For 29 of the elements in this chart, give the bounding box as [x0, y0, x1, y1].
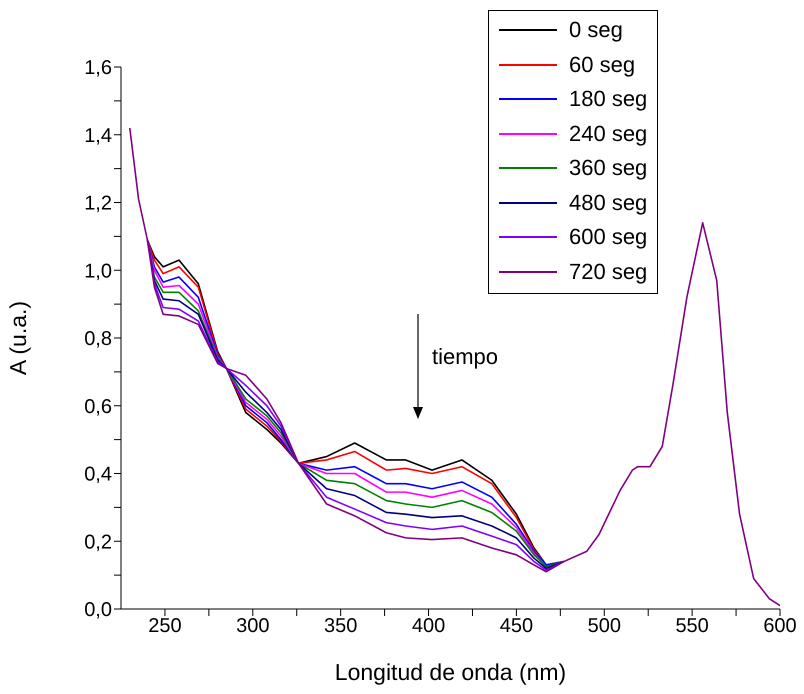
y-tick-label: 1,2: [84, 192, 112, 215]
annotation: tiempo: [432, 344, 498, 370]
x-tick-label: 600: [763, 615, 797, 638]
y-tick-label: 1,6: [84, 57, 112, 80]
y-tick-label: 0,8: [84, 328, 112, 350]
y-axis-title: A (u.a.): [5, 300, 32, 376]
legend-label: 180 seg: [569, 86, 648, 112]
x-tick-label: 250: [148, 615, 182, 638]
y-tick-label: 0,0: [84, 599, 112, 622]
x-tick-label: 500: [588, 615, 621, 638]
x-tick-label: 350: [324, 615, 358, 638]
x-tick-label: 400: [412, 615, 446, 638]
legend-label: 60 seg: [569, 52, 636, 78]
x-tick-label: 550: [675, 615, 709, 638]
line-series: [128, 127, 780, 606]
x-tick-label: 300: [236, 615, 270, 638]
y-tick-label: 0,2: [84, 531, 112, 554]
legend-label: 480 seg: [569, 190, 648, 216]
legend-label: 600 seg: [569, 224, 648, 250]
legend-label: 720 seg: [569, 258, 648, 285]
legend-label: 240 seg: [569, 120, 648, 147]
legend-label: 0 seg: [569, 17, 623, 44]
y-tick-label: 0,6: [84, 396, 112, 418]
x-tick-label: 450: [500, 615, 534, 638]
y-tick-label: 1,4: [84, 124, 112, 147]
y-tick-label: 1,0: [84, 260, 112, 282]
x-axis-title: Longitud de onda (nm): [334, 659, 566, 685]
y-tick-label: 0,4: [84, 464, 112, 486]
legend-label: 360 seg: [569, 155, 648, 182]
